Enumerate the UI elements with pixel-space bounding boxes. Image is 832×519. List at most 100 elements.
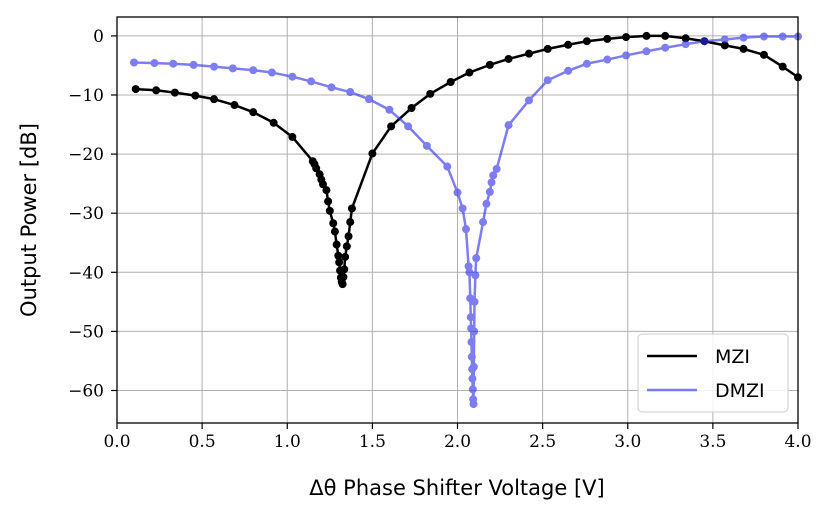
x-tick-label: 4.0	[784, 432, 811, 452]
data-point-dmzi	[504, 121, 513, 130]
data-point-mzi	[642, 31, 651, 40]
legend: MZI DMZI	[637, 333, 789, 413]
x-tick-label: 2.0	[444, 432, 471, 452]
data-point-mzi	[322, 186, 331, 195]
data-point-dmzi	[582, 59, 591, 68]
legend-label-mzi: MZI	[715, 346, 750, 368]
data-point-dmzi	[364, 95, 373, 104]
data-point-mzi	[334, 251, 343, 260]
data-point-dmzi	[210, 62, 219, 71]
data-point-dmzi	[470, 327, 479, 336]
x-tick-label: 0.0	[103, 432, 130, 452]
x-tick-label: 2.5	[529, 432, 556, 452]
data-point-dmzi	[489, 171, 498, 180]
axis-ticks: 0.0 0.5 1.0 1.5 2.0 2.5 3.0 3.5 4.0 0 −10 −20 −30 −40…	[68, 27, 811, 452]
data-point-dmzi	[462, 225, 471, 234]
y-tick-label: −40	[68, 263, 104, 283]
data-point-mzi	[344, 232, 353, 241]
data-point-dmzi	[700, 37, 709, 46]
y-tick-label: 0	[93, 27, 104, 47]
data-point-mzi	[324, 197, 333, 206]
data-point-dmzi	[458, 204, 467, 213]
data-point-mzi	[346, 218, 355, 227]
data-point-dmzi	[470, 297, 479, 306]
data-point-mzi	[426, 89, 435, 98]
data-point-dmzi	[189, 60, 198, 69]
data-point-mzi	[681, 34, 690, 43]
data-point-mzi	[504, 54, 513, 63]
data-point-mzi	[332, 240, 341, 249]
data-point-dmzi	[661, 43, 670, 52]
y-tick-label: −50	[68, 322, 104, 342]
data-point-mzi	[210, 95, 219, 104]
data-point-mzi	[739, 44, 748, 53]
data-point-mzi	[249, 108, 258, 117]
data-point-dmzi	[464, 262, 473, 271]
data-point-mzi	[329, 219, 338, 228]
data-point-dmzi	[778, 32, 787, 41]
data-point-dmzi	[346, 88, 355, 97]
data-point-dmzi	[622, 51, 631, 60]
data-point-mzi	[170, 88, 179, 97]
data-point-dmzi	[468, 385, 477, 394]
data-point-dmzi	[471, 271, 480, 280]
data-point-dmzi	[466, 313, 475, 322]
data-point-mzi	[230, 101, 239, 110]
data-point-dmzi	[564, 66, 573, 75]
data-point-dmzi	[681, 40, 690, 49]
data-point-dmzi	[453, 188, 462, 197]
data-point-mzi	[387, 122, 396, 131]
x-tick-label: 1.0	[274, 432, 301, 452]
data-point-dmzi	[759, 32, 768, 41]
data-point-mzi	[368, 149, 377, 158]
data-point-mzi	[335, 258, 344, 267]
data-point-mzi	[339, 273, 348, 282]
data-point-dmzi	[525, 96, 533, 105]
data-point-mzi	[543, 44, 552, 53]
legend-box	[637, 333, 789, 413]
data-point-mzi	[330, 227, 339, 236]
data-point-dmzi	[467, 352, 476, 361]
y-axis-label: Output Power [dB]	[17, 123, 41, 317]
x-tick-label: 3.0	[614, 432, 641, 452]
data-point-dmzi	[327, 83, 336, 92]
data-point-mzi	[564, 40, 573, 49]
data-point-mzi	[191, 91, 200, 100]
series-layer	[130, 31, 802, 409]
y-tick-label: −30	[68, 204, 104, 224]
data-point-mzi	[485, 60, 494, 69]
data-point-dmzi	[385, 105, 394, 114]
data-point-mzi	[338, 280, 347, 289]
data-point-dmzi	[249, 66, 258, 75]
data-point-mzi	[341, 252, 350, 261]
data-point-mzi	[465, 68, 474, 77]
data-point-mzi	[582, 37, 591, 46]
data-point-mzi	[622, 33, 631, 42]
data-point-mzi	[325, 206, 334, 215]
data-point-dmzi	[739, 33, 748, 42]
data-point-mzi	[312, 164, 321, 173]
x-tick-label: 1.5	[359, 432, 386, 452]
data-point-dmzi	[603, 55, 612, 64]
data-point-dmzi	[472, 254, 481, 263]
data-point-mzi	[347, 204, 356, 213]
data-point-mzi	[446, 78, 455, 87]
data-point-dmzi	[543, 76, 552, 85]
x-axis-label: Δθ Phase Shifter Voltage [V]	[309, 476, 604, 500]
y-tick-label: −20	[68, 145, 104, 165]
data-point-dmzi	[642, 47, 651, 56]
data-point-mzi	[759, 50, 768, 59]
data-point-mzi	[340, 265, 349, 274]
series-dmzi	[130, 32, 802, 409]
data-point-dmzi	[404, 122, 413, 131]
data-point-mzi	[319, 180, 327, 189]
y-tick-label: −10	[68, 86, 104, 106]
data-point-mzi	[288, 132, 297, 141]
data-point-dmzi	[228, 64, 237, 73]
x-tick-label: 3.5	[699, 432, 726, 452]
data-point-dmzi	[469, 362, 478, 371]
x-tick-label: 0.5	[189, 432, 216, 452]
data-point-mzi	[778, 62, 787, 71]
data-point-dmzi	[267, 68, 276, 77]
